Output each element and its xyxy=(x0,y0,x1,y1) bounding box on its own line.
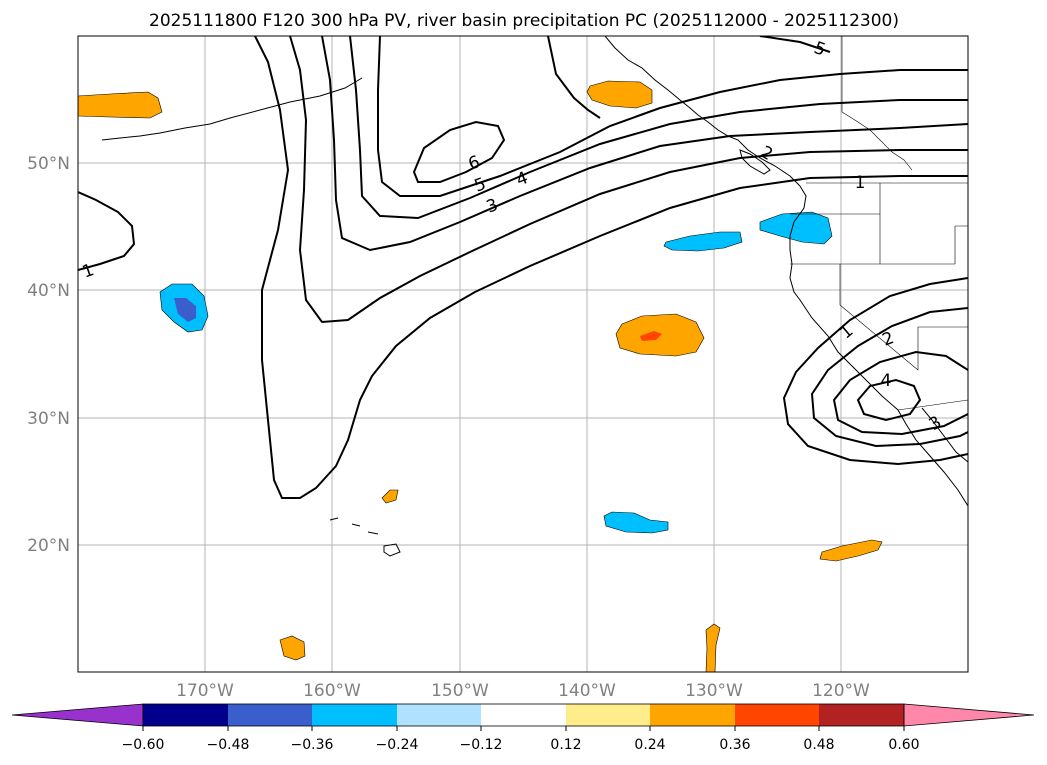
map-frame xyxy=(77,35,969,673)
pv-contour-4-cutoff xyxy=(856,378,922,422)
coastline-vancouver-island xyxy=(739,149,771,175)
colorbar-frame xyxy=(142,703,905,727)
gridlines xyxy=(78,36,968,672)
precip-core-positive xyxy=(640,331,662,341)
lon-tick-labels: 170°W 160°W 150°W 140°W 130°W 120°W xyxy=(176,681,870,701)
coastline-aleutians xyxy=(101,77,363,141)
colorbar-tick-label: −0.12 xyxy=(460,737,503,753)
lat-tick-label: 20°N xyxy=(27,536,70,556)
colorbar-segment xyxy=(143,704,228,726)
pv-label: 4 xyxy=(881,371,892,391)
colorbar-segment xyxy=(735,704,819,726)
colorbar-tick-label: −0.36 xyxy=(291,737,334,753)
pv-contour-1-west xyxy=(78,191,136,271)
lon-tick-label: 130°W xyxy=(685,681,743,701)
colorbar-extend-min xyxy=(11,703,144,727)
lat-tick-labels: 20°N 30°N 40°N 50°N xyxy=(27,154,70,556)
colorbar-tick-labels: −0.60 −0.48 −0.36 −0.24 −0.12 0.12 0.24 … xyxy=(122,737,920,753)
precip-region-positive xyxy=(279,635,306,661)
pv-contour-1-trough xyxy=(254,36,968,499)
lon-tick-label: 170°W xyxy=(176,681,234,701)
lon-tick-label: 120°W xyxy=(812,681,870,701)
colorbar-tick-label: 0.12 xyxy=(550,737,581,753)
colorbar-segment xyxy=(819,704,904,726)
border-us-states xyxy=(790,183,968,371)
pv-contour-6-closed xyxy=(412,120,506,183)
colorbar-segment xyxy=(228,704,312,726)
colorbar-tick-label: 0.36 xyxy=(719,737,750,753)
precip-region-negative xyxy=(603,511,669,534)
colorbar-segment xyxy=(312,704,397,726)
colorbar-segment xyxy=(650,704,735,726)
colorbar-extend-max xyxy=(903,703,1035,727)
colorbar-tick-label: 0.60 xyxy=(888,737,919,753)
map-background xyxy=(78,36,968,672)
colorbar-tick-marks xyxy=(142,726,905,731)
pv-contour-5-trough xyxy=(377,36,968,197)
colorbar-tick-label: −0.60 xyxy=(122,737,165,753)
precip-regions xyxy=(78,80,883,672)
precip-region-positive xyxy=(78,91,163,119)
pv-contour-3-cutoff xyxy=(832,350,968,436)
precip-core-negative xyxy=(174,298,196,322)
colorbar-tick-label: 0.48 xyxy=(803,737,834,753)
border-us-mexico xyxy=(897,399,968,411)
pv-contour-3-trough xyxy=(321,36,968,252)
lon-tick-label: 160°W xyxy=(303,681,361,701)
pv-contour-5-ridge xyxy=(547,36,601,119)
lat-tick-label: 40°N xyxy=(27,281,70,301)
colorbar-segment xyxy=(481,704,566,726)
lon-tick-label: 150°W xyxy=(431,681,489,701)
pv-contours xyxy=(78,36,968,499)
coastline-north-america-west xyxy=(789,185,968,507)
coastline-hawaii xyxy=(329,517,401,557)
lat-tick-label: 30°N xyxy=(27,409,70,429)
colorbar-tick-label: −0.48 xyxy=(207,737,250,753)
precip-region-positive xyxy=(705,623,721,672)
colorbar: −0.60 −0.48 −0.36 −0.24 −0.12 0.12 0.24 … xyxy=(11,703,1035,753)
precip-region-negative xyxy=(759,211,833,245)
precip-region-negative xyxy=(663,231,743,252)
political-borders xyxy=(790,36,968,411)
precip-region-positive xyxy=(586,80,653,109)
pv-contour-2-trough xyxy=(289,36,968,324)
precip-region-positive xyxy=(381,489,399,504)
colorbar-segment xyxy=(566,704,650,726)
pv-contour-2-cutoff xyxy=(810,307,968,448)
lat-tick-label: 50°N xyxy=(27,154,70,174)
border-alaska-canada xyxy=(841,36,913,171)
pv-contour-4-trough xyxy=(349,36,968,220)
colorbar-segment xyxy=(397,704,481,726)
pv-label: 1 xyxy=(855,173,866,193)
colorbar-tick-label: 0.24 xyxy=(634,737,665,753)
pv-contour-1-cutoff xyxy=(782,277,968,466)
colorbar-tick-label: −0.24 xyxy=(376,737,419,753)
pv-contour-5-north xyxy=(759,36,831,53)
lon-tick-label: 140°W xyxy=(558,681,616,701)
figure-title: 2025111800 F120 300 hPa PV, river basin … xyxy=(149,11,899,31)
precip-region-positive xyxy=(819,539,883,562)
